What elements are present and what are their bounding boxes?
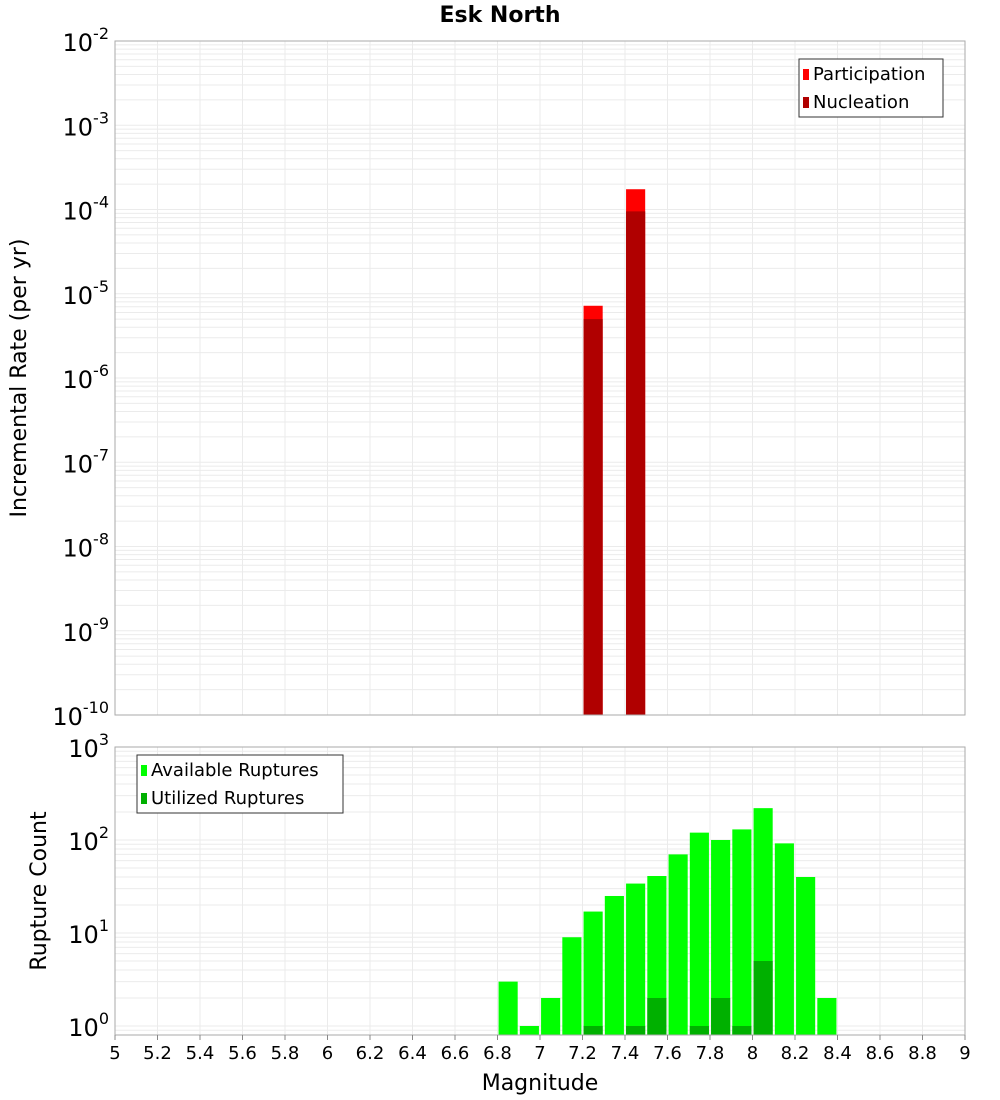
x-tick-label: 5.6 bbox=[228, 1043, 257, 1064]
legend-label: Utilized Ruptures bbox=[151, 788, 304, 809]
legend-swatch bbox=[141, 765, 147, 776]
legend-label: Nucleation bbox=[813, 92, 909, 113]
legend-label: Participation bbox=[813, 64, 925, 85]
y-tick-label: 102 bbox=[68, 823, 109, 856]
legend-swatch bbox=[803, 97, 809, 108]
x-tick-label: 6 bbox=[322, 1043, 333, 1064]
x-tick-label: 5.2 bbox=[143, 1043, 172, 1064]
x-tick-label: 7.2 bbox=[568, 1043, 597, 1064]
y-tick-label: 10-9 bbox=[63, 614, 110, 647]
x-tick-label: 5.8 bbox=[271, 1043, 300, 1064]
x-tick-label: 8 bbox=[747, 1043, 758, 1064]
bar-nucleation bbox=[626, 211, 646, 716]
legend-label: Available Ruptures bbox=[151, 760, 319, 781]
bar-available-ruptures bbox=[604, 895, 624, 1035]
y-tick-label: 10-6 bbox=[63, 361, 110, 394]
bar-utilized-ruptures bbox=[647, 997, 667, 1035]
plot-frame bbox=[114, 40, 966, 716]
bar-available-ruptures bbox=[541, 997, 561, 1035]
y-tick-label: 10-7 bbox=[63, 445, 110, 478]
x-tick-label: 6.2 bbox=[356, 1043, 385, 1064]
y-tick-label: 101 bbox=[68, 916, 109, 949]
bar-utilized-ruptures bbox=[753, 960, 773, 1035]
x-tick-label: 6.6 bbox=[441, 1043, 470, 1064]
x-axis-label: Magnitude bbox=[482, 1071, 599, 1096]
x-tick-label: 8.4 bbox=[823, 1043, 852, 1064]
y-tick-label: 10-8 bbox=[63, 530, 110, 563]
bar-available-ruptures bbox=[498, 981, 518, 1035]
legend-top bbox=[798, 58, 944, 118]
bar-utilized-ruptures bbox=[732, 1025, 752, 1035]
x-tick-label: 8.8 bbox=[908, 1043, 937, 1064]
bar-nucleation bbox=[583, 319, 603, 715]
bar-available-ruptures bbox=[732, 829, 752, 1035]
bar-available-ruptures bbox=[626, 883, 646, 1035]
y-tick-label: 100 bbox=[68, 1009, 109, 1042]
bar-available-ruptures bbox=[668, 854, 688, 1035]
bar-utilized-ruptures bbox=[711, 997, 731, 1035]
bar-available-ruptures bbox=[689, 832, 709, 1035]
y-tick-label: 10-5 bbox=[63, 277, 110, 310]
bar-utilized-ruptures bbox=[689, 1025, 709, 1035]
x-tick-label: 6.4 bbox=[398, 1043, 427, 1064]
x-tick-label: 9 bbox=[959, 1043, 970, 1064]
x-tick-label: 7.4 bbox=[611, 1043, 640, 1064]
bar-available-ruptures bbox=[519, 1025, 539, 1035]
bar-available-ruptures bbox=[796, 877, 816, 1035]
bar-available-ruptures bbox=[774, 843, 794, 1035]
y-tick-label: 10-2 bbox=[63, 24, 110, 57]
bar-available-ruptures bbox=[647, 876, 667, 1035]
x-tick-label: 5.4 bbox=[186, 1043, 215, 1064]
bar-utilized-ruptures bbox=[626, 1025, 646, 1035]
x-tick-label: 6.8 bbox=[483, 1043, 512, 1064]
x-tick-label: 7 bbox=[534, 1043, 545, 1064]
x-tick-label: 5 bbox=[109, 1043, 120, 1064]
y-tick-label: 103 bbox=[68, 730, 109, 763]
y-tick-label: 10-3 bbox=[63, 108, 110, 141]
chart-title: Esk North bbox=[440, 3, 561, 28]
bar-available-ruptures bbox=[711, 839, 731, 1035]
y-axis-label-top: Incremental Rate (per yr) bbox=[7, 239, 32, 518]
legend-swatch bbox=[141, 793, 147, 804]
bar-available-ruptures bbox=[583, 911, 603, 1035]
bar-utilized-ruptures bbox=[583, 1025, 603, 1035]
bar-available-ruptures bbox=[562, 937, 582, 1035]
x-tick-label: 7.8 bbox=[696, 1043, 725, 1064]
bar-available-ruptures bbox=[817, 997, 837, 1035]
x-tick-label: 8.6 bbox=[866, 1043, 895, 1064]
legend-swatch bbox=[803, 69, 809, 80]
y-tick-label: 10-10 bbox=[52, 698, 109, 731]
y-tick-label: 10-4 bbox=[63, 193, 110, 226]
y-axis-label-bottom: Rupture Count bbox=[27, 811, 52, 971]
x-tick-label: 8.2 bbox=[781, 1043, 810, 1064]
x-tick-label: 7.6 bbox=[653, 1043, 682, 1064]
legend-bottom bbox=[136, 754, 344, 814]
